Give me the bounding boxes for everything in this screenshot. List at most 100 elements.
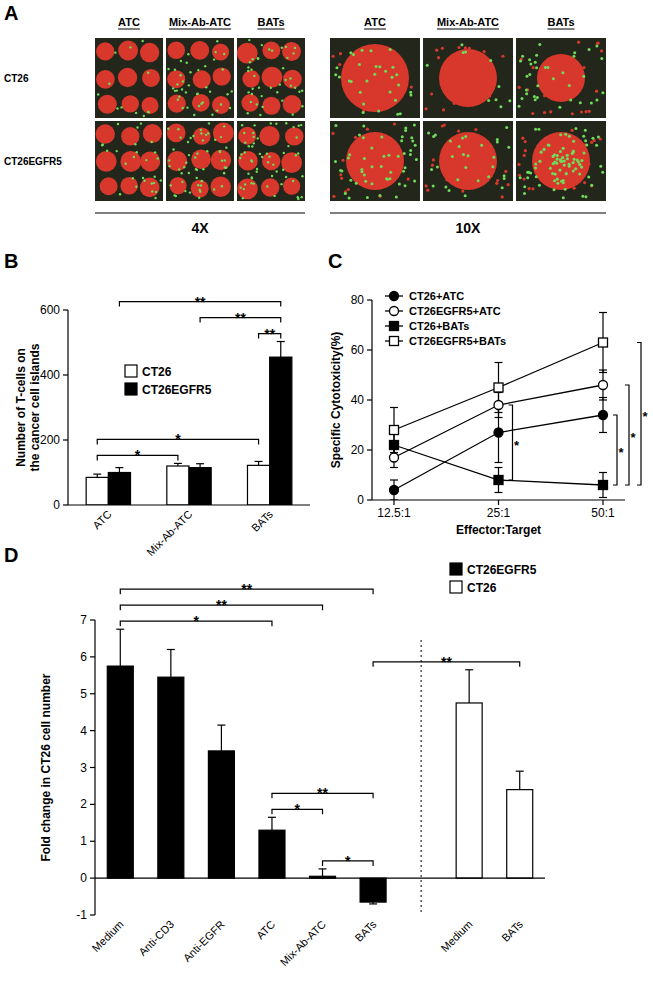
t-cell bbox=[496, 138, 499, 141]
error-bar-cap bbox=[465, 669, 473, 670]
t-cell bbox=[184, 190, 186, 192]
t-cell bbox=[247, 66, 249, 68]
t-cell bbox=[528, 73, 531, 76]
micrograph bbox=[166, 121, 234, 201]
row-label: CT26 bbox=[4, 73, 29, 84]
micrograph bbox=[516, 38, 606, 118]
t-cell bbox=[501, 186, 504, 189]
bar bbox=[158, 677, 184, 878]
t-cell bbox=[534, 98, 537, 101]
error-bar bbox=[516, 771, 524, 789]
t-cell bbox=[464, 50, 467, 53]
t-cell bbox=[578, 173, 581, 176]
cancer-cell bbox=[455, 154, 458, 157]
cancer-cell bbox=[366, 56, 369, 59]
t-cell bbox=[595, 99, 598, 102]
significance-label: * bbox=[295, 801, 301, 817]
t-cell bbox=[525, 92, 528, 95]
t-cell bbox=[388, 177, 391, 180]
cancer-cell bbox=[596, 42, 599, 45]
t-cell bbox=[518, 105, 521, 108]
t-cell bbox=[370, 165, 373, 168]
t-cell bbox=[195, 168, 197, 170]
cell-island bbox=[261, 178, 279, 196]
t-cell bbox=[250, 101, 252, 103]
bar bbox=[270, 357, 292, 505]
micrograph bbox=[237, 38, 305, 118]
micrograph bbox=[166, 38, 234, 118]
t-cell bbox=[382, 155, 385, 158]
micrograph-background bbox=[330, 38, 420, 118]
error-bar bbox=[390, 408, 398, 453]
legend-swatch bbox=[450, 581, 462, 593]
micrograph-background bbox=[423, 38, 513, 118]
cancer-cell bbox=[532, 66, 535, 69]
t-cell bbox=[519, 176, 522, 179]
t-cell bbox=[335, 66, 338, 69]
t-cell bbox=[552, 162, 555, 165]
error-bar bbox=[495, 468, 503, 493]
cell-island bbox=[141, 97, 158, 114]
t-cell bbox=[587, 176, 590, 179]
cancer-cell bbox=[394, 94, 397, 97]
t-cell bbox=[590, 184, 593, 187]
cell-island bbox=[237, 43, 258, 64]
error-bar-cap bbox=[495, 467, 503, 468]
t-cell bbox=[578, 163, 581, 166]
cancer-cell bbox=[545, 86, 548, 89]
t-cell bbox=[529, 63, 532, 66]
cancer-cell bbox=[570, 129, 573, 132]
t-cell bbox=[568, 163, 571, 166]
t-cell bbox=[183, 166, 185, 168]
t-cell bbox=[349, 51, 352, 54]
t-cell bbox=[394, 99, 397, 102]
t-cell bbox=[364, 180, 367, 183]
t-cell bbox=[599, 165, 602, 168]
header-underline bbox=[257, 29, 284, 30]
t-cell bbox=[409, 149, 412, 152]
micrograph bbox=[330, 38, 420, 118]
cancer-cell bbox=[507, 183, 510, 186]
point bbox=[494, 383, 503, 392]
t-cell bbox=[297, 152, 299, 154]
t-cell bbox=[362, 124, 365, 127]
t-cell bbox=[556, 178, 559, 181]
t-cell bbox=[181, 181, 183, 183]
header-underline bbox=[169, 29, 231, 30]
legend-marker bbox=[390, 307, 399, 316]
t-cell bbox=[574, 127, 577, 130]
cancer-cell bbox=[332, 195, 335, 198]
t-cell bbox=[585, 143, 588, 146]
t-cell bbox=[414, 144, 417, 147]
y-tick bbox=[63, 374, 68, 375]
cancer-cell bbox=[495, 182, 498, 185]
t-cell bbox=[266, 152, 268, 154]
t-cell bbox=[204, 65, 206, 67]
x-tick bbox=[602, 500, 603, 505]
t-cell bbox=[497, 85, 500, 88]
t-cell bbox=[542, 148, 545, 151]
t-cell bbox=[370, 49, 373, 52]
cancer-cell bbox=[377, 87, 380, 90]
group-line bbox=[95, 212, 305, 213]
t-cell bbox=[359, 91, 362, 94]
t-cell bbox=[271, 49, 273, 51]
error-bar-stem bbox=[271, 817, 272, 830]
error-bar-cap bbox=[174, 463, 182, 464]
cancer-cell bbox=[471, 78, 474, 81]
error-bar-cap bbox=[599, 312, 607, 313]
t-cell bbox=[220, 136, 222, 138]
t-cell bbox=[397, 84, 400, 87]
t-cell bbox=[231, 90, 233, 92]
t-cell bbox=[460, 43, 463, 46]
t-cell bbox=[461, 136, 464, 139]
t-cell bbox=[250, 182, 252, 184]
cell-island bbox=[118, 68, 137, 87]
t-cell bbox=[147, 72, 149, 74]
cell-island bbox=[262, 152, 280, 170]
t-cell bbox=[256, 103, 258, 105]
y-axis-label-line: Number of T-cells on bbox=[14, 348, 28, 467]
x-tick-label: 12.5:1 bbox=[377, 506, 411, 520]
t-cell bbox=[537, 128, 540, 131]
cancer-cell bbox=[550, 84, 553, 87]
